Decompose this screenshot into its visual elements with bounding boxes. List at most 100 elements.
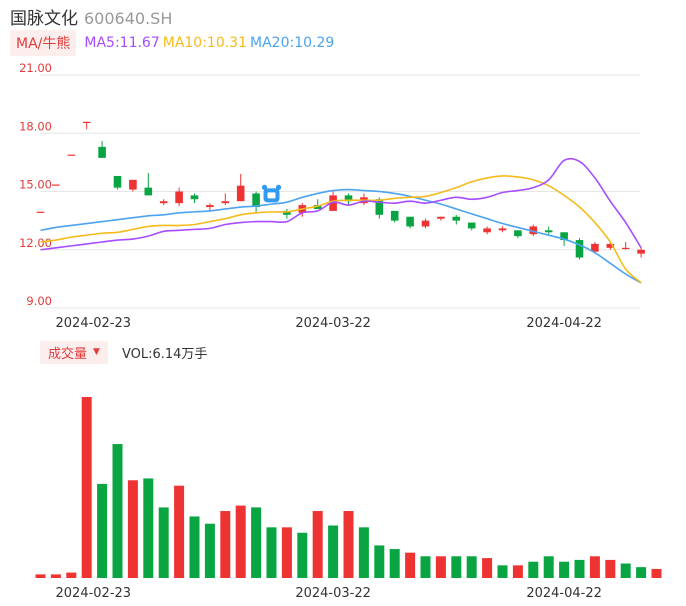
volume-bar xyxy=(251,507,262,578)
dropdown-triangle-icon: ▼ xyxy=(93,347,100,357)
volume-bar xyxy=(466,556,477,578)
volume-bar xyxy=(127,480,138,578)
ma10-label: MA10:10.31 xyxy=(162,35,248,51)
candle-body xyxy=(390,210,399,221)
volume-bar xyxy=(528,561,539,578)
volume-bar xyxy=(451,556,462,578)
candle-body xyxy=(591,243,599,252)
volume-bar xyxy=(97,483,108,578)
volume-bar xyxy=(235,505,246,578)
ma-toggle-button[interactable]: MA/牛熊 xyxy=(10,30,77,56)
y-tick-label: 15.00 xyxy=(19,178,52,192)
candle-body xyxy=(144,187,153,196)
price-date-axis: 2024-02-23 2024-03-22 2024-04-22 xyxy=(56,316,602,331)
volume-bar xyxy=(220,511,231,578)
candle-body xyxy=(175,191,183,204)
candle-body xyxy=(159,201,168,204)
candle-body xyxy=(560,232,568,241)
marker-ear xyxy=(261,184,268,190)
x-tick-label: 2024-04-22 xyxy=(526,586,602,601)
volume-bar xyxy=(589,556,600,578)
volume-bar xyxy=(35,574,46,578)
volume-bar xyxy=(358,527,369,578)
volume-bar xyxy=(636,567,647,578)
price-axis: 21.00 18.00 15.00 12.00 9.00 xyxy=(19,61,52,308)
marker-face xyxy=(267,192,276,199)
volume-bar xyxy=(435,556,446,578)
candle-body xyxy=(252,193,260,208)
ma20-line xyxy=(40,188,642,284)
volume-bar xyxy=(174,485,185,578)
ma-lines xyxy=(40,157,642,284)
candle-body xyxy=(113,175,122,188)
candle-body xyxy=(498,228,507,231)
candle-body xyxy=(329,195,337,211)
volume-bar xyxy=(482,558,493,578)
candle-body xyxy=(36,211,45,213)
volume-indicator-label: 成交量 xyxy=(48,346,88,362)
candle-body xyxy=(313,205,322,209)
stock-title: 国脉文化 600640.SH xyxy=(10,4,172,29)
x-tick-label: 2024-03-22 xyxy=(295,316,371,331)
volume-bar xyxy=(389,549,400,578)
candle-body xyxy=(529,226,538,235)
ma5-line xyxy=(40,157,642,251)
candle-body xyxy=(67,154,76,156)
y-tick-label: 9.00 xyxy=(26,294,52,308)
candle-body xyxy=(421,220,430,227)
stock-name: 国脉文化 xyxy=(10,9,78,29)
x-tick-label: 2024-03-22 xyxy=(295,586,371,601)
candlesticks xyxy=(36,121,645,260)
x-tick-label: 2024-02-23 xyxy=(56,316,132,331)
volume-bar xyxy=(81,397,92,578)
candle-body xyxy=(467,222,476,229)
price-grid xyxy=(40,74,640,309)
volume-value: VOL:6.14万手 xyxy=(121,346,208,362)
volume-bar xyxy=(328,525,339,578)
candle-body xyxy=(575,240,584,258)
volume-bars xyxy=(35,397,662,578)
bear-marker-icon[interactable] xyxy=(261,184,282,203)
volume-bar xyxy=(605,559,616,578)
ma10-line xyxy=(40,175,642,284)
volume-date-axis: 2024-02-23 2024-03-22 2024-04-22 xyxy=(56,586,602,601)
ma5-label: MA5:11.67 xyxy=(84,35,160,51)
candle-body xyxy=(82,121,91,123)
volume-bar xyxy=(574,559,585,578)
volume-bar xyxy=(281,527,292,578)
volume-bar xyxy=(158,507,169,578)
candle-body xyxy=(483,228,491,233)
candle-body xyxy=(437,216,445,219)
volume-bar xyxy=(204,523,215,578)
volume-bar xyxy=(189,516,200,578)
marker-ear xyxy=(275,184,282,190)
candle-body xyxy=(637,249,645,254)
candle-body xyxy=(406,216,414,227)
y-tick-label: 12.00 xyxy=(19,236,52,250)
volume-bar xyxy=(512,565,523,578)
candle-body xyxy=(221,201,230,204)
candle-body xyxy=(452,216,461,221)
ma20-label: MA20:10.29 xyxy=(250,35,335,51)
candle-body xyxy=(283,210,291,215)
stock-code: 600640.SH xyxy=(84,9,173,28)
volume-bar xyxy=(343,511,354,578)
volume-bar xyxy=(312,511,323,578)
volume-bar xyxy=(651,568,662,578)
candle-body xyxy=(606,243,615,248)
ma-legend: MA/牛熊 MA5:11.67 MA10:10.31 MA20:10.29 xyxy=(10,30,337,56)
candle-body xyxy=(621,247,630,250)
volume-bar xyxy=(420,556,431,578)
x-tick-label: 2024-04-22 xyxy=(526,316,602,331)
candle-body xyxy=(206,205,214,208)
y-tick-label: 21.00 xyxy=(19,61,52,75)
volume-bar xyxy=(405,552,416,578)
volume-bar xyxy=(112,444,123,578)
candle-body xyxy=(375,199,384,215)
candle-body xyxy=(544,230,553,233)
volume-bar xyxy=(497,565,508,578)
candle-body xyxy=(52,184,60,186)
volume-bar xyxy=(543,556,554,578)
volume-indicator-button[interactable]: 成交量 ▼ xyxy=(40,340,108,364)
